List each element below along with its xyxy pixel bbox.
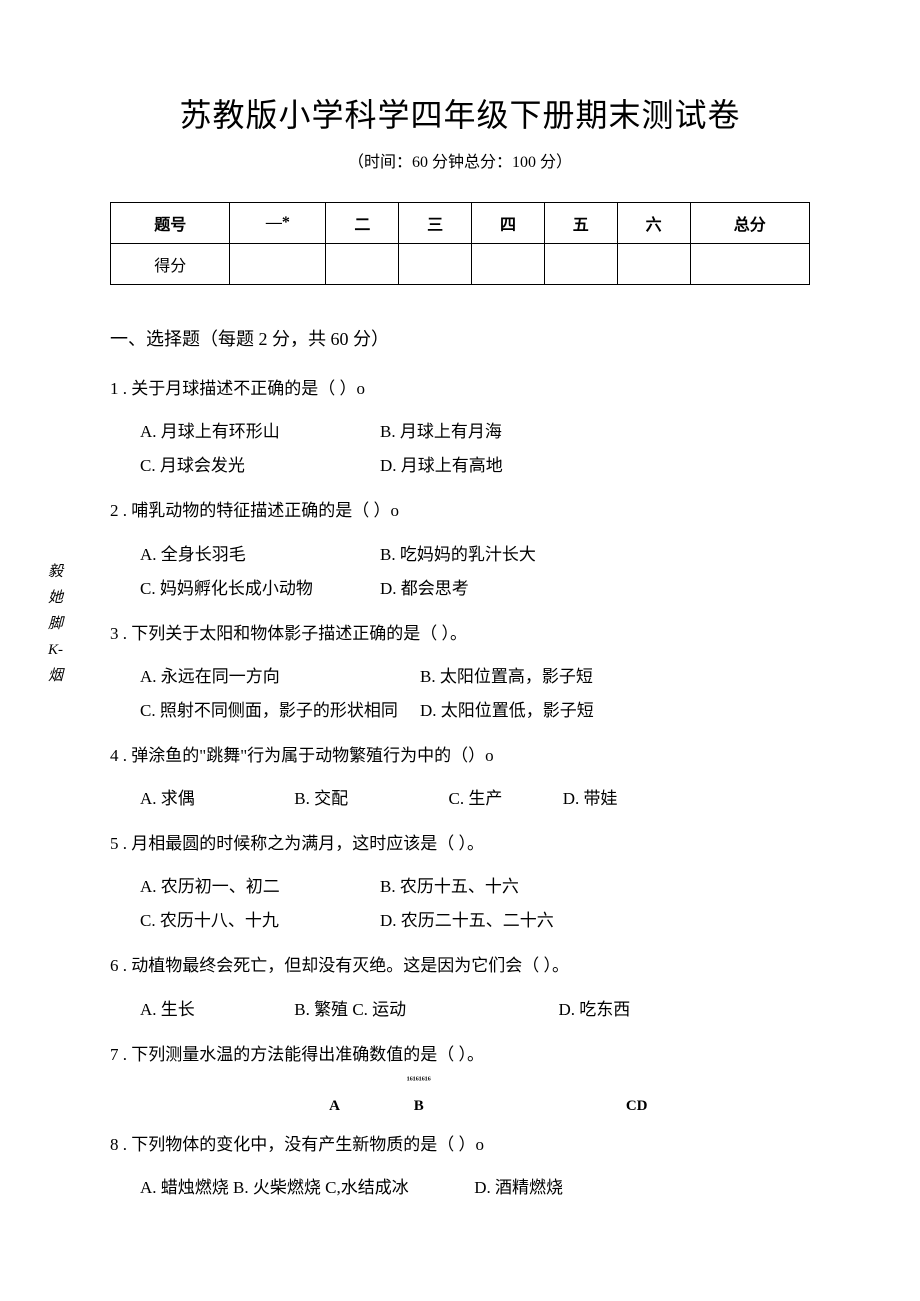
header-cell: 二 — [326, 203, 399, 244]
option-a: A. 农历初一、初二 — [140, 870, 380, 904]
option-a: A. 求偶 — [140, 782, 290, 816]
option-b: B. 吃妈妈的乳汁长大 — [380, 538, 536, 572]
label-a: A — [140, 1098, 340, 1115]
option-d: D. 带娃 — [563, 782, 618, 816]
score-cell — [326, 244, 399, 285]
option-b: B. 交配 — [294, 782, 444, 816]
margin-notes: 毅 她 脚 K- 烟 — [48, 560, 63, 690]
option-d: D. 酒精燃烧 — [474, 1171, 563, 1205]
margin-note: 脚 — [48, 612, 63, 636]
question-5: 5 . 月相最圆的时候称之为满月，这时应该是（ ）。 — [110, 828, 810, 860]
option-d: D. 月球上有高地 — [380, 449, 503, 483]
question-2-options: A. 全身长羽毛 B. 吃妈妈的乳汁长大 C. 妈妈孵化长成小动物 D. 都会思… — [140, 538, 810, 606]
question-4: 4 . 弹涂鱼的"跳舞"行为属于动物繁殖行为中的（）o — [110, 740, 810, 772]
page-title: 苏教版小学科学四年级下册期末测试卷 — [110, 90, 810, 136]
section-title: 一、选择题（每题 2 分，共 60 分） — [110, 325, 810, 351]
label-cd: CD — [498, 1098, 648, 1115]
question-1-options: A. 月球上有环形山 B. 月球上有月海 C. 月球会发光 D. 月球上有高地 — [140, 415, 810, 483]
header-cell: 总分 — [690, 203, 809, 244]
question-2: 2 . 哺乳动物的特征描述正确的是（ ）o — [110, 495, 810, 527]
option-d: D. 太阳位置低，影子短 — [420, 694, 594, 728]
option-b: B. 月球上有月海 — [380, 415, 502, 449]
option-c: C. 照射不同侧面，影子的形状相同 — [140, 694, 420, 728]
option-b: B. 农历十五、十六 — [380, 870, 519, 904]
table-row: 题号 —* 二 三 四 五 六 总分 — [111, 203, 810, 244]
option-bc: B. 繁殖 C. 运动 — [294, 993, 554, 1027]
option-a: A. 全身长羽毛 — [140, 538, 380, 572]
header-cell: 三 — [399, 203, 472, 244]
score-row-label: 得分 — [111, 244, 230, 285]
score-cell — [617, 244, 690, 285]
option-abc: A. 蜡烛燃烧 B. 火柴燃烧 C,水结成冰 — [140, 1171, 470, 1205]
margin-note: 烟 — [48, 664, 63, 688]
question-7: 7 . 下列测量水温的方法能得出准确数值的是（ ）。 — [110, 1039, 810, 1071]
question-4-options: A. 求偶 B. 交配 C. 生产 D. 带娃 — [140, 782, 810, 816]
question-7-labels: A ¹⁶¹⁶¹⁶¹⁶B CD — [140, 1081, 810, 1115]
mini-label: ¹⁶¹⁶¹⁶¹⁶ — [407, 1075, 431, 1086]
question-6: 6 . 动植物最终会死亡，但却没有灭绝。这是因为它们会（ ）。 — [110, 950, 810, 982]
option-d: D. 都会思考 — [380, 572, 469, 606]
header-cell: 题号 — [111, 203, 230, 244]
header-cell: 五 — [544, 203, 617, 244]
question-6-options: A. 生长 B. 繁殖 C. 运动 D. 吃东西 — [140, 993, 810, 1027]
question-3-options: A. 永远在同一方向 B. 太阳位置高，影子短 C. 照射不同侧面，影子的形状相… — [140, 660, 810, 728]
table-row: 得分 — [111, 244, 810, 285]
margin-note: 毅 — [48, 560, 63, 584]
page-subtitle: （时间：60 分钟总分：100 分） — [110, 148, 810, 172]
option-c: C. 生产 — [449, 782, 559, 816]
option-d: D. 吃东西 — [559, 993, 631, 1027]
question-1: 1 . 关于月球描述不正确的是（ ）o — [110, 373, 810, 405]
score-cell — [690, 244, 809, 285]
option-a: A. 永远在同一方向 — [140, 660, 420, 694]
question-8: 8 . 下列物体的变化中，没有产生新物质的是（ ）o — [110, 1129, 810, 1161]
score-cell — [472, 244, 545, 285]
score-cell — [399, 244, 472, 285]
option-a: A. 生长 — [140, 993, 290, 1027]
margin-note: K- — [48, 638, 63, 662]
label-b: ¹⁶¹⁶¹⁶¹⁶B — [344, 1081, 494, 1115]
option-a: A. 月球上有环形山 — [140, 415, 380, 449]
option-b: B. 太阳位置高，影子短 — [420, 660, 593, 694]
margin-note: 她 — [48, 586, 63, 610]
score-cell — [544, 244, 617, 285]
question-5-options: A. 农历初一、初二 B. 农历十五、十六 C. 农历十八、十九 D. 农历二十… — [140, 870, 810, 938]
question-8-options: A. 蜡烛燃烧 B. 火柴燃烧 C,水结成冰 D. 酒精燃烧 — [140, 1171, 810, 1205]
question-3: 3 . 下列关于太阳和物体影子描述正确的是（ ）。 — [110, 618, 810, 650]
score-table: 题号 —* 二 三 四 五 六 总分 得分 — [110, 202, 810, 285]
score-cell — [230, 244, 326, 285]
option-d: D. 农历二十五、二十六 — [380, 904, 554, 938]
header-cell: 四 — [472, 203, 545, 244]
option-c: C. 妈妈孵化长成小动物 — [140, 572, 380, 606]
header-cell: —* — [230, 203, 326, 244]
option-c: C. 农历十八、十九 — [140, 904, 380, 938]
option-c: C. 月球会发光 — [140, 449, 380, 483]
header-cell: 六 — [617, 203, 690, 244]
